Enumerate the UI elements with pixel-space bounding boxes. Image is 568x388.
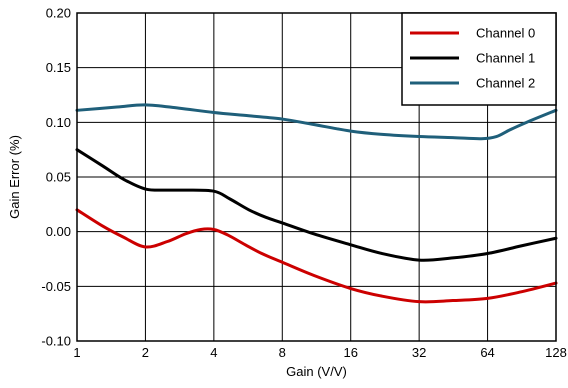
y-tick-label: -0.05 — [41, 279, 71, 294]
legend: Channel 0 Channel 1 Channel 2 — [401, 12, 557, 106]
series-layer — [75, 103, 558, 304]
series-line-channel-1 — [75, 148, 558, 262]
x-tick-label: 8 — [279, 345, 286, 360]
y-tick-labels: -0.10 -0.05 0.00 0.05 0.10 0.15 0.20 — [41, 6, 71, 349]
plot-frame — [76, 12, 557, 342]
x-axis-title: Gain (V/V) — [286, 364, 347, 379]
x-tick-label: 32 — [412, 345, 426, 360]
y-tick-label: 0.20 — [46, 6, 71, 21]
y-axis-title: Gain Error (%) — [7, 135, 22, 219]
series-line-channel-2 — [75, 103, 558, 141]
y-tick-label: -0.10 — [41, 334, 71, 349]
x-tick-label: 128 — [545, 345, 567, 360]
series-line-channel-0 — [75, 208, 558, 304]
x-tick-label: 64 — [480, 345, 494, 360]
y-tick-label: 0.05 — [46, 170, 71, 185]
x-tick-label: 2 — [142, 345, 149, 360]
x-tick-label: 16 — [343, 345, 357, 360]
legend-label-channel-0: Channel 0 — [476, 26, 535, 41]
legend-label-channel-1: Channel 1 — [476, 51, 535, 66]
x-tick-labels: 1 2 4 8 16 32 64 128 — [73, 345, 566, 360]
legend-label-channel-2: Channel 2 — [476, 76, 535, 91]
x-tick-label: 4 — [210, 345, 217, 360]
y-tick-label: 0.15 — [46, 60, 71, 75]
y-tick-label: 0.00 — [46, 224, 71, 239]
y-tick-label: 0.10 — [46, 115, 71, 130]
x-tick-label: 1 — [73, 345, 80, 360]
